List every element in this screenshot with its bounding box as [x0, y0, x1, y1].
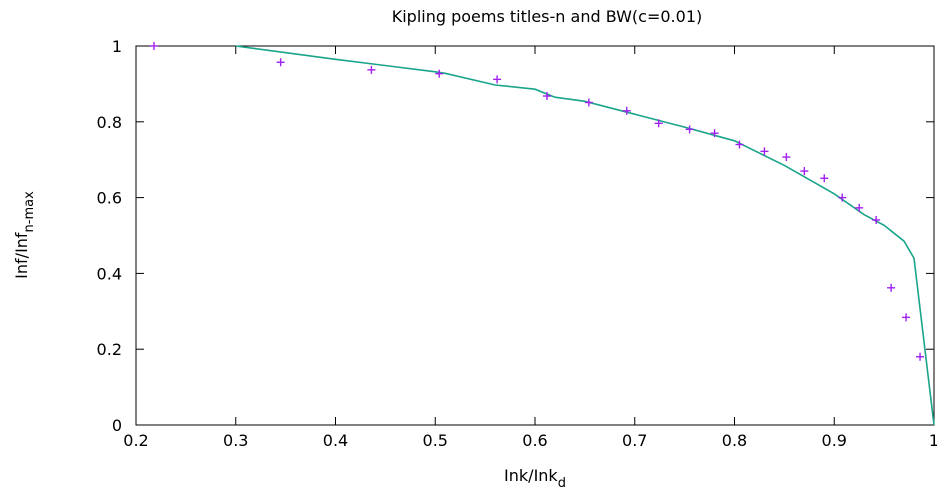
point-series: [149, 42, 925, 361]
x-axis-label-main: Ink/Ink: [504, 466, 558, 485]
data-point: [800, 167, 809, 176]
data-point: [855, 203, 864, 212]
x-tick-label: 0.4: [323, 431, 348, 450]
data-point: [542, 92, 551, 101]
y-tick-label: 0.8: [97, 113, 122, 132]
data-point: [782, 153, 791, 162]
x-tick-label: 0.5: [423, 431, 448, 450]
data-point: [916, 352, 925, 361]
x-tick-label: 0.6: [522, 431, 547, 450]
series-line: [235, 45, 935, 426]
x-axis: 0.2 0.3 0.4 0.5 0.6 0.7 0.8 0.9 1: [123, 46, 937, 450]
y-axis: 0 0.2 0.4 0.6 0.8 1: [97, 37, 934, 435]
data-point: [685, 125, 694, 134]
data-point: [276, 58, 285, 67]
y-tick-label: 1: [112, 37, 122, 56]
y-tick-label: 0: [112, 416, 122, 435]
y-tick-label: 0.4: [97, 264, 122, 283]
data-point: [760, 147, 769, 156]
x-tick-label: 0.7: [622, 431, 647, 450]
chart-title: Kipling poems titles-n and BW(c=0.01): [392, 7, 703, 26]
y-tick-label: 0.6: [97, 189, 122, 208]
data-point: [838, 193, 847, 202]
y-tick-label: 0.2: [97, 340, 122, 359]
y-axis-label-main: Inf/Inf: [12, 232, 31, 279]
x-tick-label: 0.2: [123, 431, 148, 450]
data-point: [887, 283, 896, 292]
data-point: [820, 174, 829, 183]
x-axis-label-sub: d: [558, 476, 566, 491]
data-point: [902, 313, 911, 322]
x-tick-label: 0.9: [822, 431, 847, 450]
data-point: [493, 75, 502, 84]
y-axis-label: Inf/Infn-max: [12, 191, 37, 279]
data-point: [149, 42, 158, 50]
data-point: [735, 140, 744, 149]
data-point: [654, 119, 663, 128]
data-point: [435, 69, 444, 78]
x-tick-label: 1: [929, 431, 937, 450]
x-tick-label: 0.3: [223, 431, 248, 450]
line-series: [235, 45, 935, 426]
x-axis-label: Ink/Inkd: [504, 466, 566, 491]
data-point: [872, 215, 881, 224]
data-point: [622, 106, 631, 115]
data-point: [584, 98, 593, 107]
plot-frame: [135, 45, 935, 426]
y-axis-label-sub: n-max: [22, 191, 37, 233]
data-point: [367, 65, 376, 74]
data-point: [710, 129, 719, 138]
x-tick-label: 0.8: [722, 431, 747, 450]
